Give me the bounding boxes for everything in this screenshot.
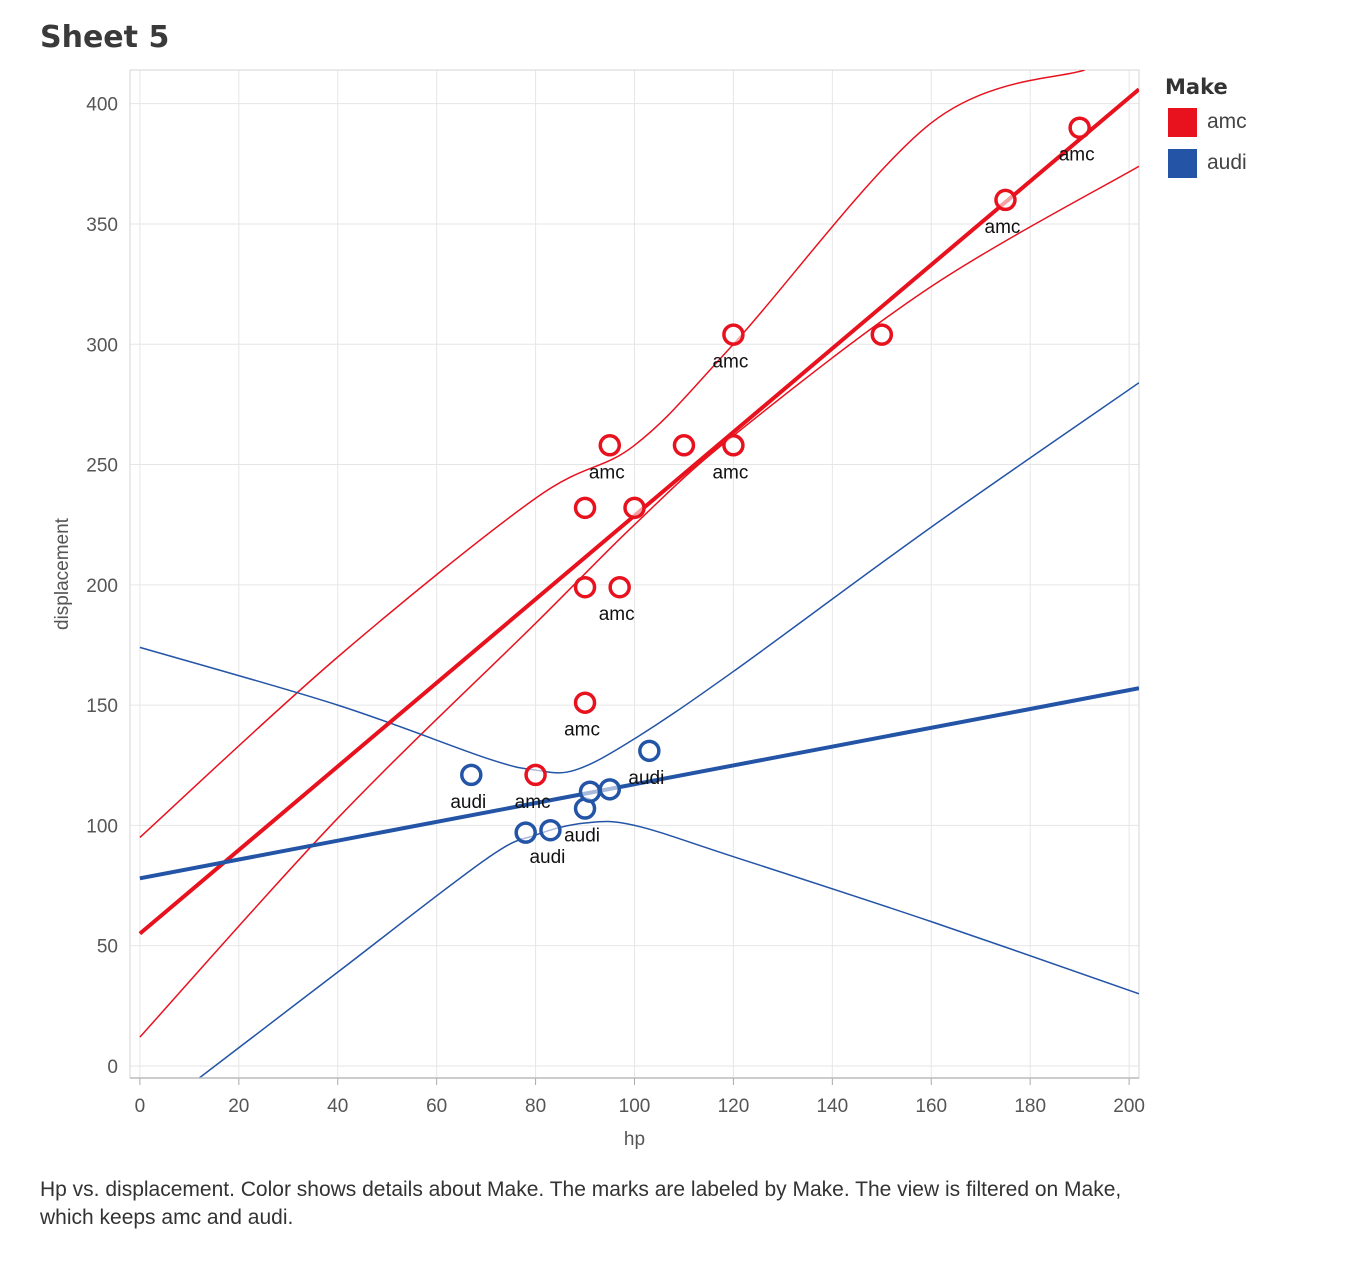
point-label-amc: amc [599, 604, 635, 625]
x-tick-label: 180 [1014, 1096, 1046, 1117]
trend-line-audi [139, 686, 1139, 881]
point-audi [460, 763, 483, 787]
point-label-amc: amc [712, 352, 748, 373]
point-amc [573, 691, 597, 714]
legend-title: Make [1165, 75, 1228, 99]
point-label-amc: amc [515, 792, 551, 813]
point-audi [638, 739, 661, 763]
y-tick-label: 200 [86, 576, 118, 597]
point-amc [623, 496, 646, 520]
y-axis-label: displacement [52, 517, 73, 630]
sheet-title: Sheet 5 [40, 20, 170, 55]
point-audi [539, 818, 562, 842]
y-axis: 0 50 100 150 200 250 300 350 400 [86, 95, 118, 1078]
point-audi [514, 821, 537, 844]
band-upper-audi [139, 382, 1139, 774]
y-tick-label: 250 [86, 456, 118, 477]
point-amc [672, 434, 696, 457]
legend-item-amc[interactable]: amc [1168, 107, 1247, 137]
x-tick-label: 80 [525, 1096, 546, 1117]
point-label-amc: amc [1059, 145, 1095, 166]
point-amc [994, 188, 1017, 212]
x-tick-label: 200 [1113, 1096, 1145, 1117]
band-lower-audi [198, 820, 1139, 1078]
point-label-amc: amc [985, 217, 1021, 238]
x-axis: 0 20 40 60 80 100 120 140 160 180 200 [130, 1077, 1145, 1117]
point-audi [598, 778, 622, 801]
point-amc [722, 434, 745, 457]
point-label-amc: amc [589, 462, 625, 483]
x-tick-label: 120 [718, 1096, 750, 1117]
y-tick-label: 0 [107, 1057, 118, 1078]
point-amc [573, 575, 597, 599]
x-tick-label: 100 [619, 1096, 651, 1117]
point-label-audi: audi [529, 847, 565, 868]
legend-label-amc: amc [1207, 110, 1247, 133]
y-tick-label: 150 [86, 696, 118, 717]
x-tick-label: 140 [816, 1096, 848, 1117]
point-audi [578, 780, 602, 803]
band-lower-amc [139, 165, 1139, 1038]
point-amc [870, 323, 894, 346]
gridlines [130, 70, 1139, 1078]
x-tick-label: 0 [135, 1096, 146, 1117]
caption: Hp vs. displacement. Color shows details… [40, 1178, 1122, 1229]
y-tick-label: 350 [86, 215, 118, 236]
point-amc [1068, 116, 1091, 139]
point-amc [722, 323, 745, 346]
confidence-bands [139, 70, 1139, 1078]
point-label-audi: audi [628, 768, 664, 789]
point-amc [598, 434, 622, 457]
legend-swatch-audi [1168, 148, 1197, 178]
x-tick-label: 40 [327, 1096, 348, 1117]
data-points [460, 116, 1091, 844]
y-tick-label: 400 [86, 95, 118, 116]
legend-label-audi: audi [1207, 151, 1247, 174]
point-amc [608, 575, 631, 599]
y-tick-label: 50 [97, 937, 118, 958]
y-tick-label: 300 [86, 335, 118, 356]
y-tick-label: 100 [86, 816, 118, 837]
point-amc [524, 763, 547, 787]
point-label-audi: audi [564, 826, 600, 847]
point-amc [573, 496, 597, 520]
band-upper-amc [139, 70, 1085, 838]
x-tick-label: 160 [915, 1096, 947, 1117]
point-label-audi: audi [450, 792, 486, 813]
x-axis-label: hp [624, 1129, 645, 1150]
legend-swatch-amc [1168, 107, 1197, 137]
x-tick-label: 20 [228, 1096, 249, 1117]
point-label-amc: amc [564, 720, 600, 741]
x-tick-label: 60 [426, 1096, 447, 1117]
point-label-amc: amc [712, 462, 748, 483]
legend-item-audi[interactable]: audi [1168, 148, 1247, 178]
